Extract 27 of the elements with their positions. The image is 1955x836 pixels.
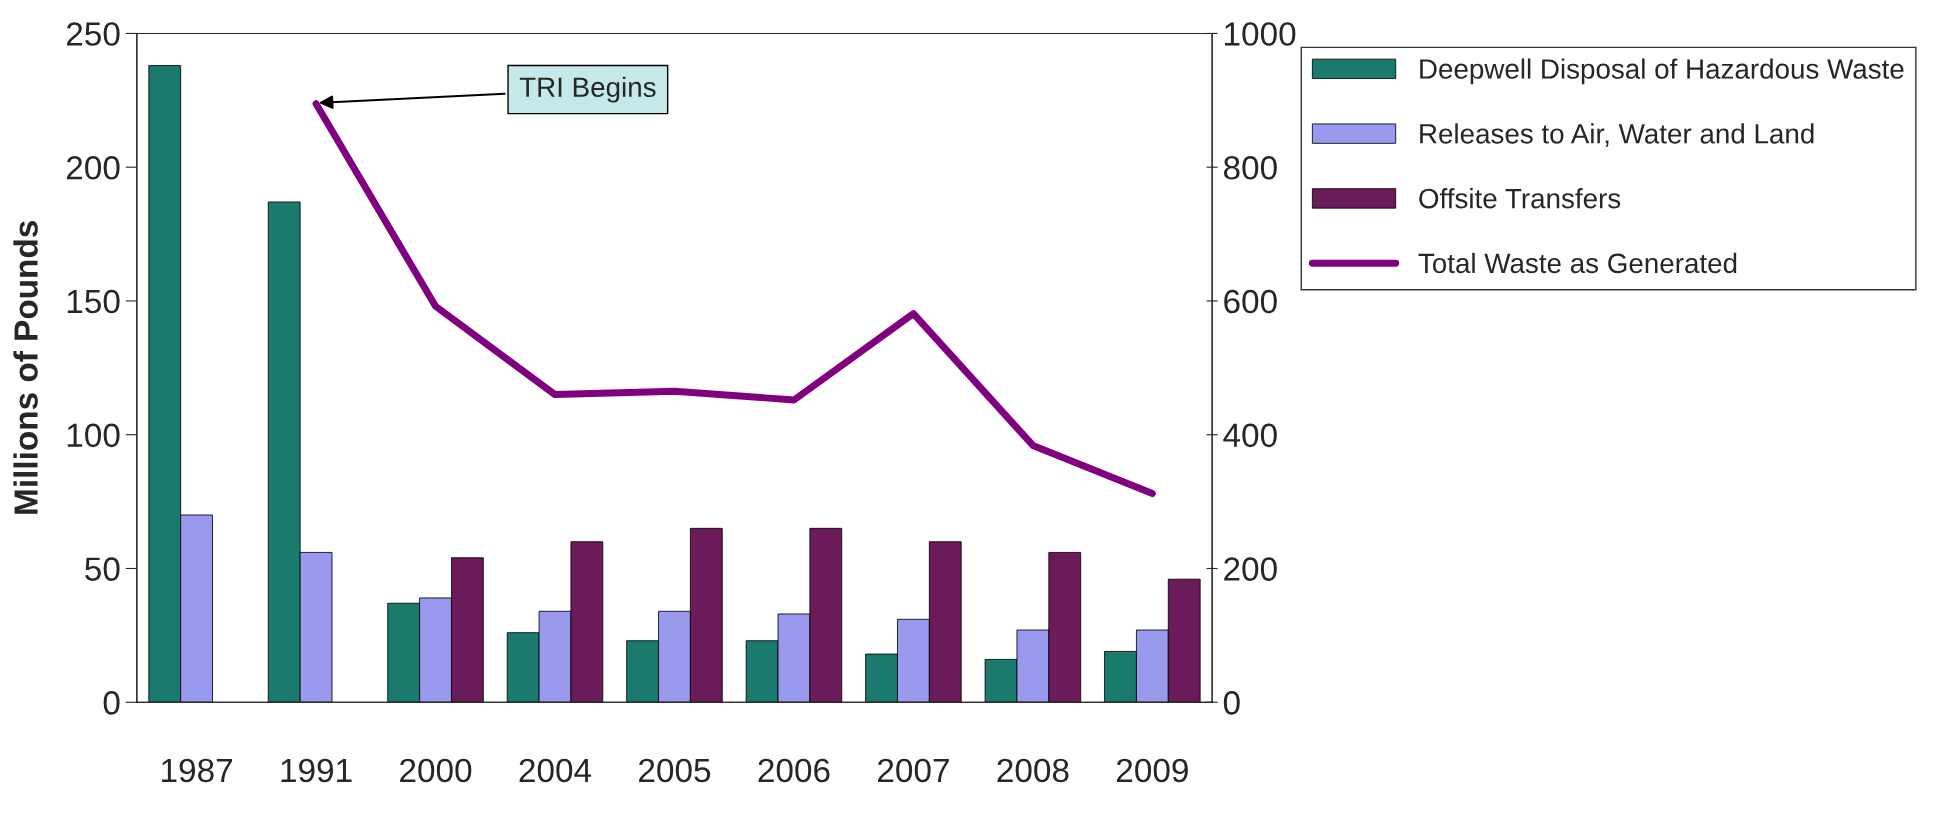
y2-tick-label: 800 xyxy=(1223,156,1277,180)
y2-tick-label: 200 xyxy=(1224,557,1277,581)
y-tick-label: 150 xyxy=(67,289,120,314)
y-tick-label: 200 xyxy=(66,156,120,180)
x-tick-label: 2000 xyxy=(400,758,472,783)
x-tick-label: 2005 xyxy=(639,758,711,783)
y2-tick-label: 400 xyxy=(1223,423,1277,448)
y-tick-label: 0 xyxy=(103,691,120,715)
x-tick-label: 2009 xyxy=(1116,758,1188,783)
y-tick-label: 250 xyxy=(66,22,120,46)
y-axis-title: Millions of Pounds xyxy=(13,221,38,514)
x-tick-label: 1987 xyxy=(162,758,232,783)
x-tick-label: 1991 xyxy=(281,758,352,783)
x-tick-label: 2008 xyxy=(997,758,1069,783)
y2-tick-label: 0 xyxy=(1223,691,1240,715)
annotation: TRI Begins xyxy=(519,76,656,103)
x-tick-label: 2004 xyxy=(519,758,592,783)
y-tick-label: 50 xyxy=(85,557,120,581)
y2-tick-label: 1000 xyxy=(1225,22,1296,46)
legend-label: Total Waste as Generated xyxy=(1418,252,1737,274)
x-tick-label: 2006 xyxy=(758,758,830,783)
y-tick-label: 100 xyxy=(67,423,120,448)
legend-label: Releases to Air, Water and Land xyxy=(1420,123,1814,147)
legend-label: Offsite Transfers xyxy=(1419,188,1621,209)
y2-tick-label: 600 xyxy=(1224,289,1277,314)
legend-label: Deepwell Disposal of Hazardous Waste xyxy=(1420,58,1904,85)
x-tick-label: 2007 xyxy=(878,758,949,783)
